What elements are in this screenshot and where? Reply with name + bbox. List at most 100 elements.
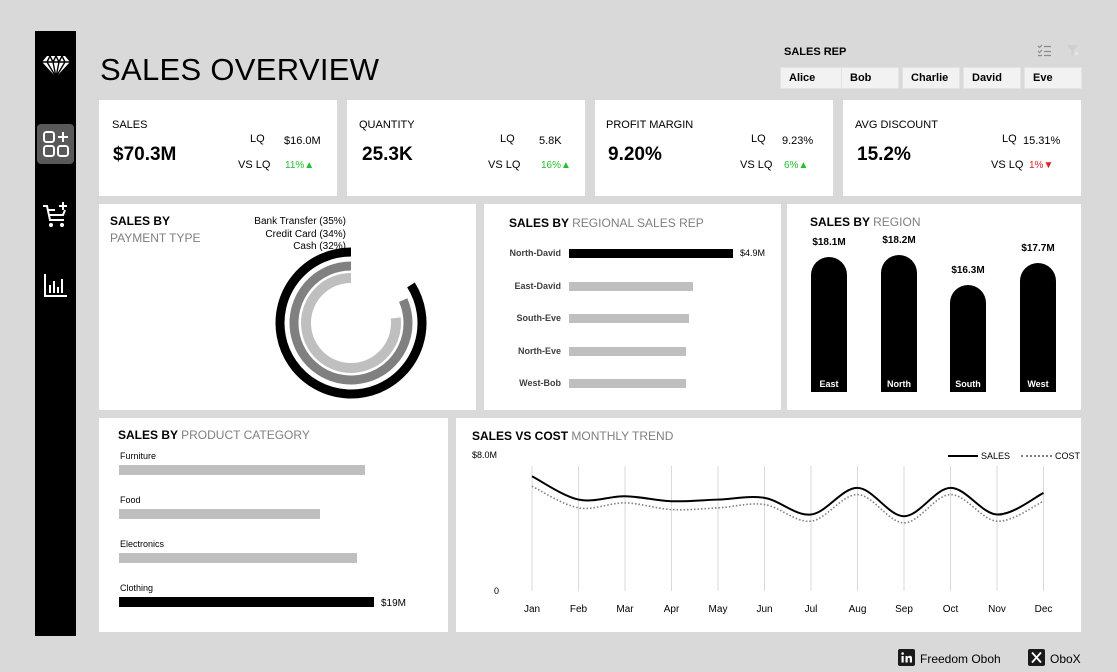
kpi-card-sales: SALES $70.3M LQ $16.0M VS LQ 11%▲ <box>99 100 337 196</box>
cart-add-icon[interactable] <box>37 196 74 236</box>
slicer-option-bob[interactable]: Bob <box>841 67 899 89</box>
category-bar-clothing <box>119 597 374 607</box>
bar-label-north-david: North-David <box>509 248 562 258</box>
slicer-option-david[interactable]: David <box>963 67 1021 89</box>
kpi-change: 1%▼ <box>1029 160 1054 171</box>
card-title-line: SALES BY REGION <box>810 215 921 229</box>
linkedin-credit[interactable]: Freedom Oboh <box>898 649 1001 669</box>
x-tick-jan: Jan <box>524 604 540 615</box>
y-axis-zero-label: 0 <box>494 586 500 596</box>
slicer-option-alice[interactable]: Alice <box>780 67 843 89</box>
category-bar-food <box>119 509 321 519</box>
category-value-label: $19M <box>381 598 407 609</box>
region-bar-east: East <box>811 256 847 392</box>
logo-icon[interactable] <box>37 45 74 85</box>
slicer-option-charlie[interactable]: Charlie <box>902 67 960 89</box>
x-tick-jul: Jul <box>805 604 818 615</box>
kpi-vs-label: VS LQ <box>991 159 1024 171</box>
kpi-lq-value: 15.31% <box>1023 135 1061 147</box>
x-handle: OboX <box>1050 652 1081 666</box>
x-tick-feb: Feb <box>570 604 588 615</box>
author-name: Freedom Oboh <box>920 652 1001 666</box>
card-subtitle: PAYMENT TYPE <box>110 231 201 245</box>
kpi-card-profit-margin: PROFIT MARGIN 9.20% LQ 9.23% VS LQ 6%▲ <box>595 100 833 196</box>
donut-ring-credit-card <box>289 261 413 385</box>
kpi-value: 15.2% <box>857 144 911 165</box>
kpi-lq-value: 5.8K <box>539 135 562 147</box>
slicer-toolbar <box>1037 44 1079 62</box>
payment-type-card: SALES BY PAYMENT TYPE Bank Transfer (35%… <box>99 204 476 410</box>
kpi-lq-label: LQ <box>250 133 265 145</box>
category-label-clothing: Clothing <box>120 583 154 593</box>
bar-north-david <box>569 249 733 258</box>
bar-label-west-bob: West-Bob <box>519 378 561 388</box>
kpi-value: $70.3M <box>113 144 177 165</box>
card-title-line: SALES VS COST MONTHLY TREND <box>472 429 674 443</box>
x-tick-may: May <box>709 604 728 615</box>
region-name: East <box>819 378 839 389</box>
x-logo-icon <box>1028 649 1045 669</box>
card-title-line: SALES BY REGIONAL SALES REP <box>509 216 704 230</box>
kpi-lq-label: LQ <box>500 133 515 145</box>
page-title: SALES OVERVIEW <box>100 52 380 87</box>
region-name: South <box>955 378 981 389</box>
kpi-label: SALES <box>112 119 148 131</box>
sales-line <box>531 475 1044 518</box>
bar-chart-icon[interactable] <box>37 265 74 305</box>
cost-line <box>531 485 1044 524</box>
regional-rep-card: SALES BY REGIONAL SALES REP North-David E… <box>484 204 781 410</box>
region-name: North <box>887 379 911 389</box>
legend-bank-transfer: Bank Transfer (35%) <box>254 216 346 227</box>
y-axis-top-label: $8.0M <box>472 450 498 460</box>
card-title-line: SALES BY PRODUCT CATEGORY <box>118 428 310 442</box>
kpi-value: 25.3K <box>362 144 413 165</box>
product-category-card: SALES BY PRODUCT CATEGORY Furniture Food E… <box>99 418 448 632</box>
clear-filter-icon[interactable] <box>1066 44 1079 62</box>
region-bar-north: North <box>881 255 917 392</box>
legend-sales-label: SALES <box>981 451 1011 461</box>
x-tick-dec: Dec <box>1035 604 1053 615</box>
region-bar-south: South <box>950 284 986 392</box>
kpi-change: 16%▲ <box>541 160 571 171</box>
category-label-furniture: Furniture <box>120 451 157 461</box>
dashboard-icon[interactable] <box>37 124 74 164</box>
x-tick-mar: Mar <box>616 604 634 615</box>
kpi-change: 11%▲ <box>285 160 315 171</box>
down-arrow-icon: ▼ <box>1043 160 1054 171</box>
kpi-card-avg-discount: AVG DISCOUNT 15.2% LQ 15.31% VS LQ 1%▼ <box>843 100 1081 196</box>
category-label-electronics: Electronics <box>120 539 165 549</box>
slicer-label: SALES REP <box>784 46 847 58</box>
x-tick-oct: Oct <box>943 604 959 615</box>
up-arrow-icon: ▲ <box>304 160 315 171</box>
kpi-vs-label: VS LQ <box>740 159 773 171</box>
payment-donut-chart <box>275 247 427 399</box>
slicer-option-eve[interactable]: Eve <box>1024 67 1082 89</box>
bar-south-eve <box>569 314 690 323</box>
kpi-label: PROFIT MARGIN <box>606 119 694 131</box>
monthly-trend-card: SALES VS COST MONTHLY TREND $8.0M 0 SALE… <box>456 418 1081 632</box>
region-bar-west: West <box>1020 262 1056 392</box>
legend-sales-line <box>948 455 978 457</box>
multi-select-icon[interactable] <box>1037 44 1052 62</box>
bar-west-bob <box>569 379 687 388</box>
category-bar-electronics <box>119 553 357 563</box>
kpi-label: QUANTITY <box>359 119 415 131</box>
sidebar <box>35 31 76 636</box>
up-arrow-icon: ▲ <box>798 160 809 171</box>
x-tick-sep: Sep <box>895 604 913 615</box>
x-tick-jun: Jun <box>756 604 772 615</box>
trend-legend: SALES COST <box>948 451 1080 461</box>
x-tick-apr: Apr <box>664 604 680 615</box>
region-value: $18.2M <box>882 235 916 246</box>
kpi-label: AVG DISCOUNT <box>855 119 938 131</box>
region-value: $16.3M <box>951 264 985 276</box>
category-bar-furniture <box>119 465 365 475</box>
bar-label-east-david: East-David <box>514 280 561 291</box>
x-tick-nov: Nov <box>988 604 1006 615</box>
x-credit[interactable]: OboX <box>1028 649 1081 669</box>
donut-ring-cash <box>301 273 401 373</box>
payment-legend: Bank Transfer (35%) Credit Card (34%) Ca… <box>254 216 346 254</box>
legend-cash: Cash (32%) <box>293 241 346 252</box>
linkedin-icon <box>898 649 915 669</box>
kpi-value: 9.20% <box>608 144 662 165</box>
